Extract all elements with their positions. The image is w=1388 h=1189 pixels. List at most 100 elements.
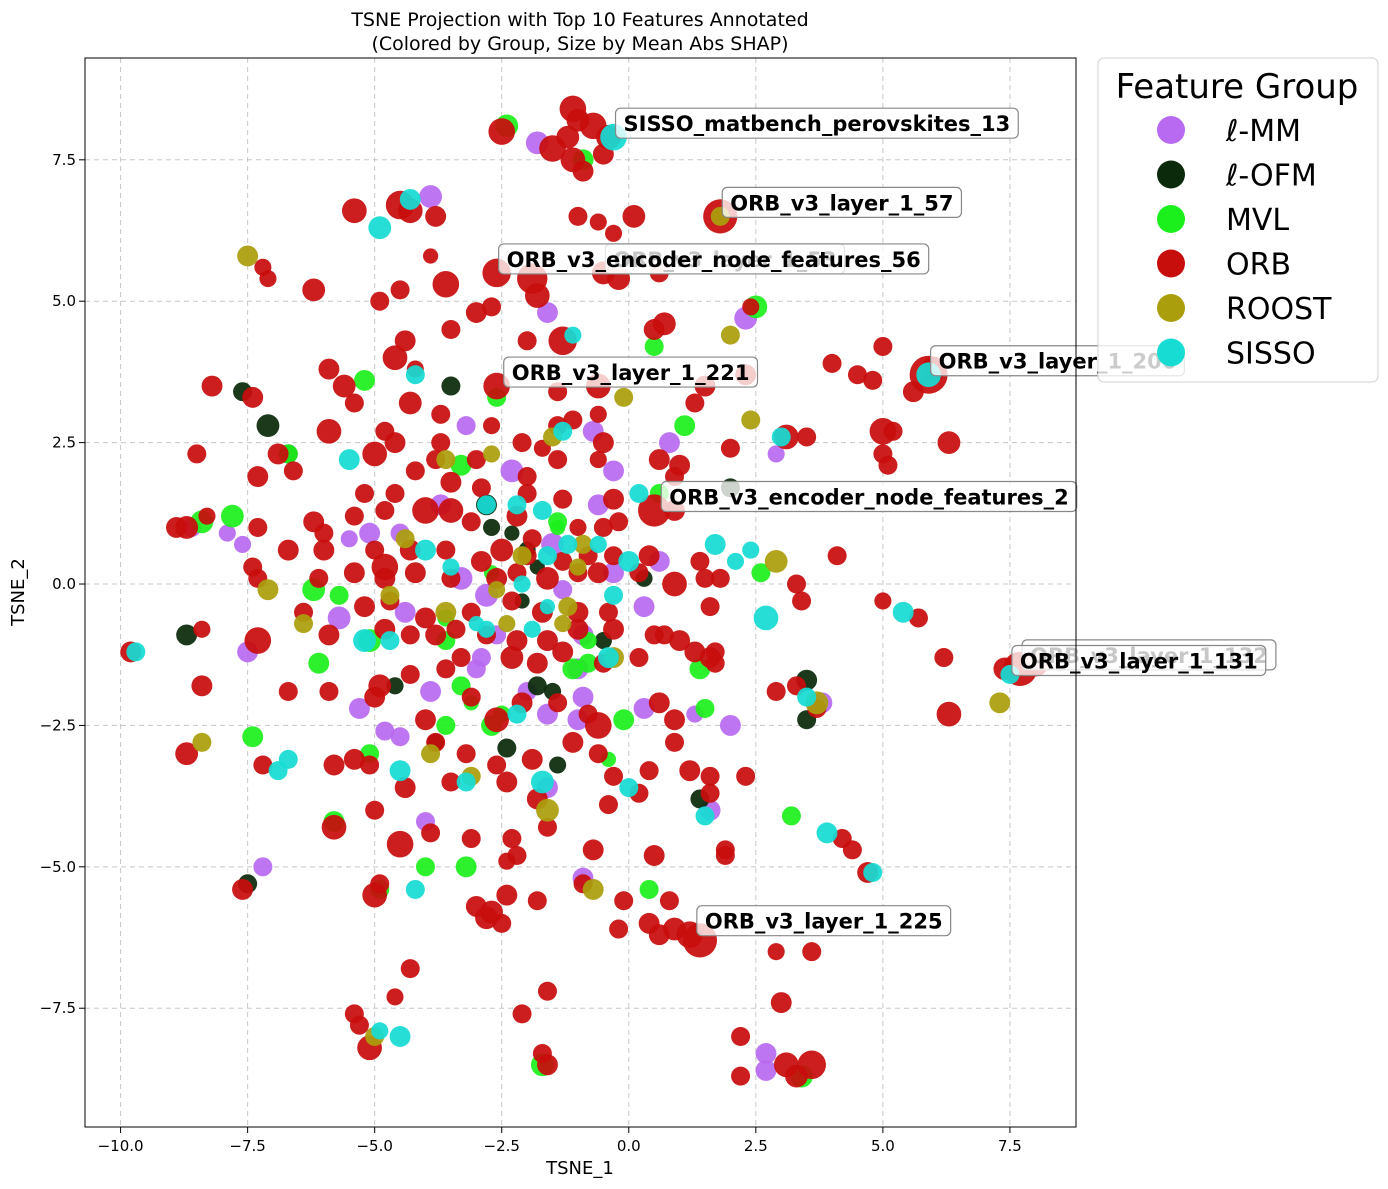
scatter-point: [492, 913, 512, 933]
scatter-point: [442, 558, 460, 576]
scatter-point: [456, 772, 476, 792]
scatter-point: [415, 607, 436, 629]
legend: Feature Group ℓ-MM ℓ-OFM MVL ORB ROOST SISSO: [1097, 57, 1379, 383]
scatter-point: [589, 405, 607, 423]
scatter-point: [719, 714, 741, 736]
scatter-point: [405, 461, 425, 481]
scatter-point: [604, 585, 624, 605]
scatter-point: [504, 525, 520, 541]
scatter-point: [175, 742, 199, 766]
annotation-box: [503, 356, 759, 388]
scatter-point: [405, 365, 425, 385]
scatter-point: [500, 646, 524, 669]
scatter-point: [878, 455, 898, 475]
scatter-point: [736, 766, 756, 786]
scatter-point: [455, 856, 477, 878]
scatter-point: [398, 391, 422, 415]
scatter-point: [319, 681, 339, 701]
scatter-point: [394, 777, 416, 799]
scatter-point: [564, 326, 582, 344]
scatter-point: [598, 795, 618, 815]
scatter-point: [517, 467, 537, 487]
scatter-point: [532, 500, 552, 520]
scatter-point: [343, 562, 365, 584]
scatter-point: [598, 647, 619, 668]
scatter-point: [232, 878, 253, 900]
scatter-point: [731, 1066, 751, 1086]
x-tick-label: −2.5: [484, 1137, 520, 1155]
y-axis-label: TSNE_2: [8, 558, 29, 627]
scatter-point: [353, 629, 376, 652]
scatter-point: [704, 533, 726, 555]
scatter-point: [695, 568, 715, 588]
scatter-point: [582, 878, 604, 900]
scatter-point: [549, 756, 567, 774]
scatter-point: [415, 857, 435, 877]
scatter-point: [435, 601, 457, 623]
scatter-point: [614, 891, 634, 911]
scatter-point: [502, 591, 522, 611]
scatter-point: [468, 616, 484, 632]
scatter-point: [700, 766, 720, 786]
scatter-point: [488, 118, 516, 145]
scatter-point: [506, 630, 528, 652]
scatter-point: [658, 432, 680, 454]
scatter-point: [198, 507, 216, 525]
y-tick-label: −7.5: [40, 999, 76, 1017]
scatter-point: [450, 454, 472, 476]
plot-frame: [84, 57, 1077, 1128]
scatter-point: [908, 608, 928, 628]
scatter-point: [572, 686, 594, 708]
scatter-point: [456, 416, 476, 436]
legend-marker: [1157, 160, 1185, 189]
scatter-point: [422, 248, 439, 264]
scatter-point: [593, 517, 613, 537]
scatter-point: [767, 445, 785, 463]
scatter-point: [461, 687, 481, 707]
scatter-point: [539, 599, 556, 615]
legend-marker: [1157, 338, 1185, 367]
x-tick-label: 2.5: [744, 1137, 768, 1155]
scatter-point: [665, 732, 685, 752]
scatter-point: [386, 677, 404, 695]
scatter-point: [604, 224, 623, 242]
scatter-point: [308, 652, 330, 674]
scatter-point: [355, 484, 375, 504]
scatter-point: [513, 575, 531, 593]
scatter-point: [659, 891, 679, 911]
scatter-point: [553, 421, 573, 441]
scatter-point: [338, 449, 360, 471]
scatter-point: [364, 686, 386, 708]
scatter-point: [685, 393, 705, 413]
scatter-point: [613, 709, 635, 731]
scatter-point: [382, 345, 408, 371]
scatter-point: [603, 562, 624, 584]
scatter-point: [517, 331, 537, 351]
scatter-point: [395, 529, 415, 549]
scatter-point: [487, 755, 507, 775]
x-tick-label: −7.5: [229, 1137, 265, 1155]
scatter-point: [619, 778, 639, 798]
scatter-point: [415, 709, 436, 731]
feature-annotation: ORB_v3_encoder_node_features_2: [660, 480, 1078, 513]
scatter-point: [589, 213, 607, 231]
scatter-point: [441, 319, 461, 339]
scatter-point: [603, 618, 624, 640]
annotation-box: [614, 107, 1019, 139]
scatter-point: [384, 432, 406, 454]
scatter-point: [648, 692, 670, 714]
scatter-point: [502, 829, 522, 849]
scatter-point: [742, 541, 760, 559]
scatter-point: [415, 539, 436, 561]
scatter-point: [385, 484, 405, 504]
scatter-point: [431, 433, 451, 453]
scatter-point: [553, 580, 573, 600]
scatter-point: [175, 516, 199, 539]
legend-marker: [1157, 249, 1185, 278]
scatter-point: [553, 551, 573, 571]
scatter-point: [242, 386, 264, 408]
scatter-point: [569, 518, 587, 537]
scatter-point: [441, 772, 461, 792]
scatter-point: [644, 336, 664, 356]
feature-annotation: ORB_v3_layer_1_225: [696, 905, 952, 937]
